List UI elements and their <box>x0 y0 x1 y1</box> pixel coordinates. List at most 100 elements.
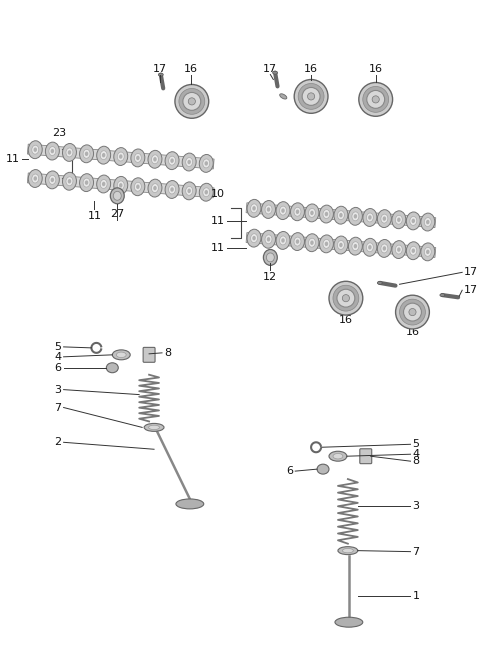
Circle shape <box>294 79 328 113</box>
Ellipse shape <box>334 206 348 224</box>
Ellipse shape <box>170 159 174 163</box>
Ellipse shape <box>134 182 141 191</box>
Circle shape <box>367 90 384 108</box>
Text: 16: 16 <box>369 64 383 73</box>
Text: 17: 17 <box>264 64 277 73</box>
Circle shape <box>333 286 359 311</box>
Ellipse shape <box>266 253 275 262</box>
Ellipse shape <box>337 211 345 219</box>
Ellipse shape <box>85 180 88 185</box>
Ellipse shape <box>247 199 261 217</box>
Ellipse shape <box>320 205 334 223</box>
Ellipse shape <box>397 248 401 252</box>
Ellipse shape <box>368 215 372 219</box>
Ellipse shape <box>339 243 343 247</box>
Ellipse shape <box>68 150 71 155</box>
Ellipse shape <box>119 183 122 187</box>
Ellipse shape <box>264 250 277 265</box>
Ellipse shape <box>421 243 435 261</box>
Ellipse shape <box>46 142 60 160</box>
Ellipse shape <box>348 208 362 225</box>
Circle shape <box>183 92 201 110</box>
FancyBboxPatch shape <box>143 347 155 362</box>
Ellipse shape <box>96 146 110 164</box>
Text: 27: 27 <box>110 209 124 219</box>
Ellipse shape <box>352 242 359 251</box>
Ellipse shape <box>290 233 304 250</box>
Polygon shape <box>27 173 214 198</box>
Circle shape <box>308 93 315 100</box>
Text: 4: 4 <box>55 352 61 362</box>
Circle shape <box>175 84 209 119</box>
Ellipse shape <box>309 238 315 247</box>
Ellipse shape <box>338 547 358 555</box>
Ellipse shape <box>117 152 124 161</box>
Ellipse shape <box>426 220 430 224</box>
Ellipse shape <box>152 183 158 193</box>
Ellipse shape <box>377 282 382 284</box>
Ellipse shape <box>32 174 39 183</box>
Ellipse shape <box>28 170 42 187</box>
Ellipse shape <box>440 293 445 297</box>
Ellipse shape <box>426 250 430 254</box>
Ellipse shape <box>396 215 402 224</box>
Ellipse shape <box>187 160 191 164</box>
Ellipse shape <box>153 186 156 191</box>
Ellipse shape <box>363 238 377 256</box>
Ellipse shape <box>305 234 319 252</box>
Ellipse shape <box>377 240 391 257</box>
Ellipse shape <box>279 236 287 245</box>
Ellipse shape <box>323 239 330 248</box>
Ellipse shape <box>335 617 363 627</box>
Ellipse shape <box>83 178 90 187</box>
Ellipse shape <box>324 212 328 216</box>
Ellipse shape <box>186 158 192 166</box>
Ellipse shape <box>251 234 258 242</box>
Circle shape <box>342 295 349 302</box>
Text: 16: 16 <box>406 327 420 337</box>
Text: 23: 23 <box>52 128 66 138</box>
Ellipse shape <box>85 151 88 156</box>
Circle shape <box>188 98 195 105</box>
Text: 3: 3 <box>55 384 61 394</box>
Text: 7: 7 <box>55 403 61 413</box>
Ellipse shape <box>407 242 420 259</box>
Ellipse shape <box>262 200 276 218</box>
Ellipse shape <box>377 210 391 227</box>
Text: 2: 2 <box>55 438 61 447</box>
Ellipse shape <box>102 153 106 157</box>
Ellipse shape <box>366 213 373 222</box>
Circle shape <box>409 309 416 316</box>
Ellipse shape <box>96 175 110 193</box>
Ellipse shape <box>290 203 304 221</box>
Text: 11: 11 <box>211 244 225 253</box>
Text: 17: 17 <box>464 285 478 295</box>
Ellipse shape <box>252 236 256 240</box>
Circle shape <box>363 86 389 112</box>
Ellipse shape <box>110 188 124 204</box>
Ellipse shape <box>182 182 196 200</box>
Ellipse shape <box>204 190 208 195</box>
Ellipse shape <box>119 155 122 159</box>
Text: 11: 11 <box>87 211 101 221</box>
Ellipse shape <box>112 350 130 360</box>
Ellipse shape <box>323 210 330 219</box>
Ellipse shape <box>176 499 204 509</box>
Ellipse shape <box>83 149 90 159</box>
Ellipse shape <box>134 153 141 162</box>
Ellipse shape <box>117 181 124 190</box>
Ellipse shape <box>49 176 56 184</box>
Ellipse shape <box>424 248 431 256</box>
Ellipse shape <box>381 244 388 253</box>
Ellipse shape <box>317 464 329 474</box>
Ellipse shape <box>203 188 210 196</box>
Ellipse shape <box>352 212 359 221</box>
Ellipse shape <box>333 453 343 459</box>
Ellipse shape <box>363 208 377 227</box>
Ellipse shape <box>294 237 301 246</box>
Ellipse shape <box>62 143 76 161</box>
Circle shape <box>329 281 363 315</box>
Ellipse shape <box>34 147 37 152</box>
Ellipse shape <box>276 231 290 250</box>
Ellipse shape <box>158 73 163 76</box>
